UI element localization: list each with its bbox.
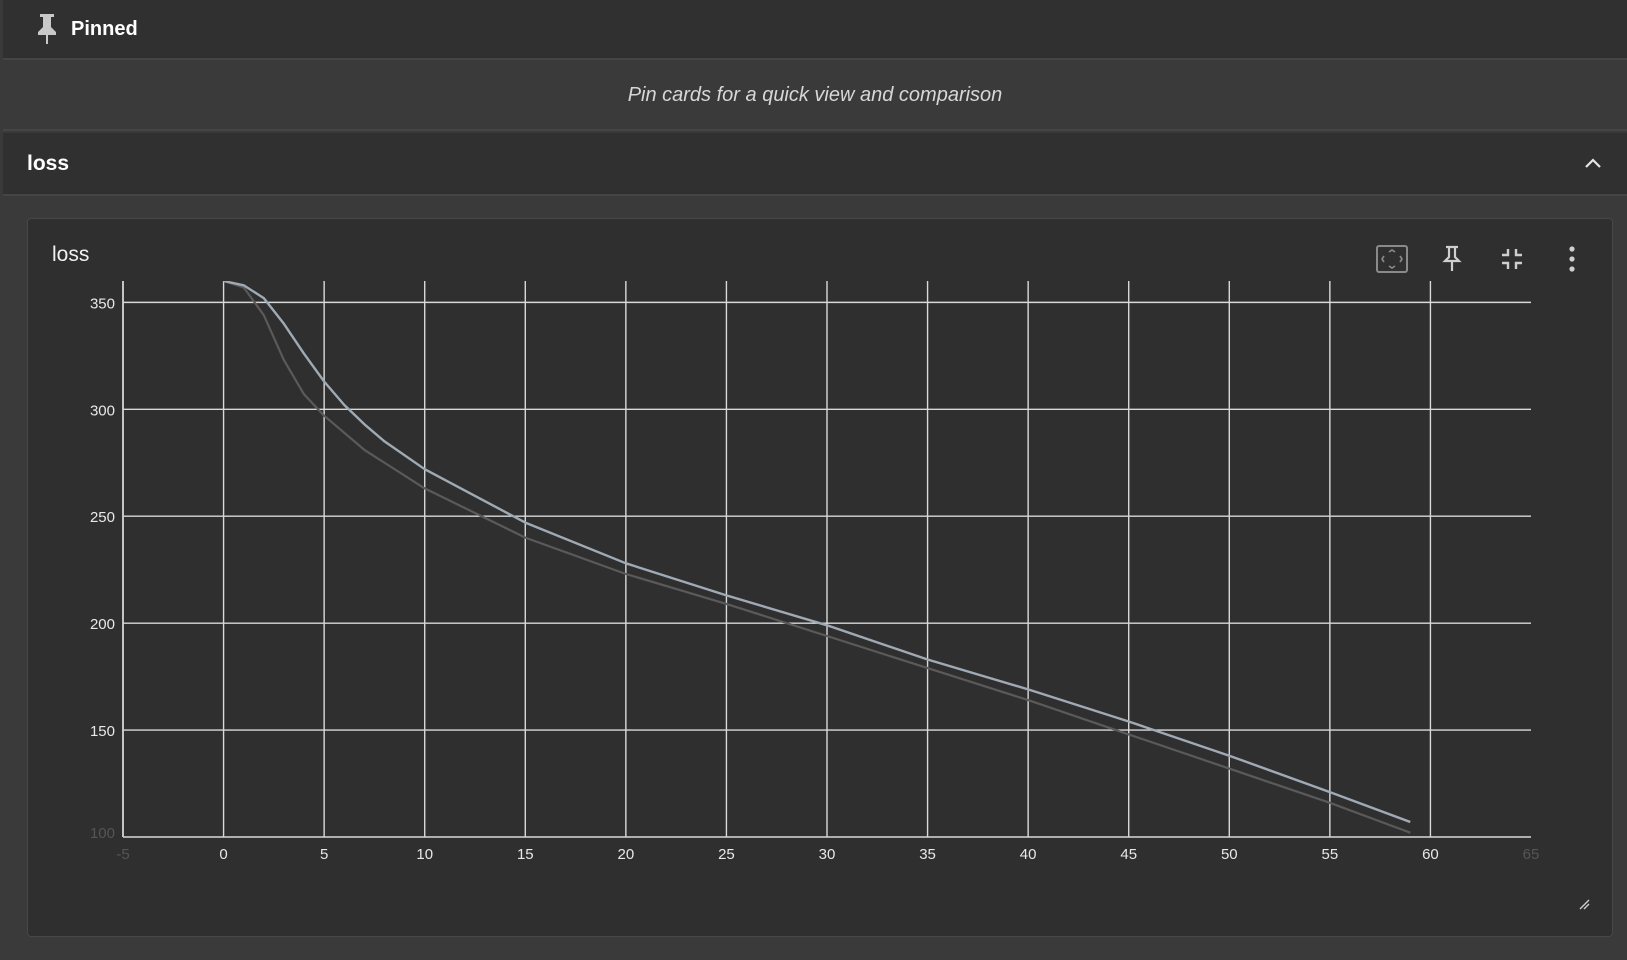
x-tick-label: 45 <box>1120 846 1137 863</box>
x-tick-label: 55 <box>1322 846 1339 863</box>
pin-card-button[interactable] <box>1432 239 1472 279</box>
x-tick-label: 65 <box>1523 846 1540 863</box>
chevron-up-icon[interactable] <box>1581 152 1605 176</box>
fit-to-domain-button[interactable] <box>1372 239 1412 279</box>
more-vert-icon <box>1569 246 1575 272</box>
x-tick-label: -5 <box>116 846 129 863</box>
pin-icon <box>38 14 56 44</box>
group-header-loss[interactable]: loss <box>3 133 1627 196</box>
collapse-card-button[interactable] <box>1492 239 1532 279</box>
resize-handle-icon[interactable] <box>1578 898 1590 910</box>
pinned-title: Pinned <box>71 17 138 40</box>
y-tick-label: 150 <box>90 723 115 740</box>
group-title: loss <box>27 151 70 175</box>
pin-icon <box>1442 245 1462 271</box>
x-tick-label: 50 <box>1221 846 1238 863</box>
y-tick-label: 350 <box>90 295 115 312</box>
x-tick-label: 0 <box>219 846 227 863</box>
x-tick-label: 10 <box>416 846 433 863</box>
card-title: loss <box>52 243 90 266</box>
loss-chart[interactable]: -5 0 5 10 15 20 25 30 35 40 45 50 55 60 65 100 150 200 250… <box>28 219 1612 936</box>
pinned-empty-message: Pin cards for a quick view and compariso… <box>3 62 1627 131</box>
fit-to-domain-icon <box>1376 245 1408 273</box>
x-tick-label: 20 <box>618 846 635 863</box>
x-tick-label: 15 <box>517 846 534 863</box>
pinned-section-header: Pinned <box>3 0 1627 60</box>
x-tick-label: 60 <box>1422 846 1439 863</box>
y-tick-label: 300 <box>90 402 115 419</box>
y-tick-label: 200 <box>90 616 115 633</box>
y-tick-label: 100 <box>90 825 115 842</box>
card-toolbar <box>1372 239 1592 279</box>
x-tick-label: 35 <box>919 846 936 863</box>
x-tick-label: 25 <box>718 846 735 863</box>
collapse-icon <box>1502 249 1522 269</box>
x-tick-label: 30 <box>819 846 836 863</box>
card-menu-button[interactable] <box>1552 239 1592 279</box>
series-line-0 <box>223 281 1411 834</box>
scalar-card-loss: loss -5 0 5 10 15 20 25 30 35 40 45 50 55 60 <box>27 218 1613 937</box>
y-tick-label: 250 <box>90 509 115 526</box>
x-tick-label: 5 <box>320 846 328 863</box>
series-line-1 <box>223 281 1411 824</box>
x-tick-label: 40 <box>1020 846 1037 863</box>
